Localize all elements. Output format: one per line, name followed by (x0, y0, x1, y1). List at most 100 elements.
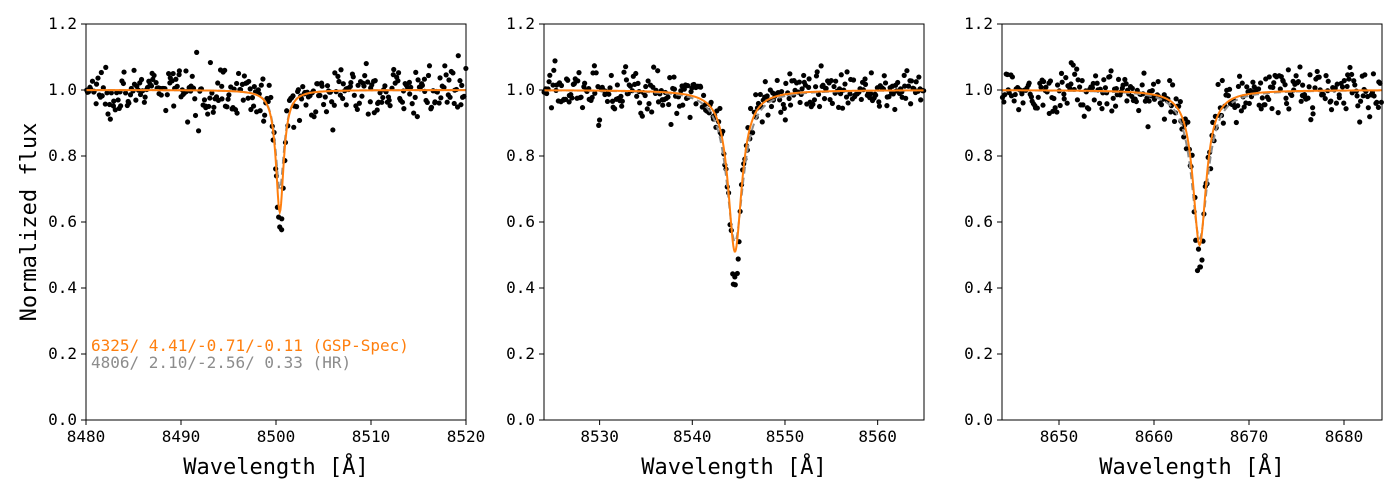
data-point (1094, 80, 1100, 86)
data-point (1195, 246, 1202, 252)
model-curve-gsp-spec (86, 89, 466, 216)
data-point (1052, 105, 1058, 111)
data-point (1072, 71, 1078, 77)
data-point (122, 90, 129, 96)
data-point (224, 104, 230, 110)
data-point (1040, 102, 1046, 108)
data-point (451, 100, 457, 107)
data-point (1061, 91, 1067, 97)
data-point (642, 92, 648, 99)
data-point (382, 83, 388, 89)
data-point (816, 103, 823, 110)
data-point (753, 92, 759, 98)
data-point (359, 93, 365, 99)
data-point (192, 112, 199, 119)
data-point (623, 64, 629, 70)
data-point (379, 99, 385, 105)
data-point (444, 99, 450, 105)
data-point (1035, 94, 1041, 100)
data-point (1081, 113, 1087, 119)
data-point (335, 73, 341, 79)
data-point (643, 83, 649, 90)
data-point (415, 77, 421, 83)
data-point (565, 77, 571, 83)
data-point (778, 109, 784, 115)
data-point (1325, 78, 1331, 84)
data-point (1343, 106, 1349, 112)
x-tick-label: 8670 (1230, 427, 1269, 446)
data-point (608, 72, 614, 79)
y-tick-label: 0.4 (506, 278, 535, 297)
data-point (634, 93, 640, 99)
data-point (1070, 62, 1076, 68)
data-point (386, 97, 392, 103)
data-point (1136, 107, 1142, 114)
data-point (649, 109, 655, 115)
data-point (838, 72, 844, 78)
data-point (131, 67, 137, 73)
data-point (892, 106, 898, 113)
data-point (1336, 95, 1343, 101)
data-point (1328, 98, 1334, 104)
data-point (424, 99, 430, 106)
data-point (105, 111, 111, 117)
data-point (365, 111, 371, 117)
data-point (367, 99, 373, 105)
data-point (827, 96, 833, 103)
data-point (356, 100, 362, 106)
data-point (1349, 71, 1355, 78)
data-point (158, 92, 164, 98)
data-point (234, 110, 240, 116)
data-point (1109, 108, 1115, 114)
data-point (355, 82, 361, 88)
data-point (1220, 120, 1226, 126)
data-point (698, 84, 704, 90)
data-point (768, 103, 775, 110)
data-point (225, 96, 231, 102)
data-point (1020, 100, 1026, 106)
data-point (1344, 83, 1350, 90)
data-point (291, 124, 297, 130)
data-point (262, 112, 268, 118)
panel-8500: 8480 8490 8500 8510 8520 0.0 0.2 0.4 0.6 0.8 1.0 1.… (48, 14, 485, 480)
data-point (115, 97, 121, 103)
data-point (1351, 78, 1357, 84)
y-tick-label: 0.2 (964, 344, 993, 363)
data-point (1266, 74, 1272, 80)
data-point (321, 101, 327, 108)
data-point (1001, 99, 1007, 105)
data-point (749, 130, 756, 136)
data-point (89, 78, 96, 84)
data-point (257, 108, 263, 114)
data-point (332, 70, 338, 76)
data-point (614, 82, 620, 88)
data-point (419, 82, 426, 88)
data-point (1339, 84, 1346, 90)
data-point (797, 99, 803, 106)
data-point (619, 98, 625, 104)
data-point (1305, 95, 1311, 101)
data-point (1101, 77, 1107, 83)
data-point (612, 106, 618, 112)
data-point (108, 90, 114, 96)
data-point (1322, 95, 1328, 102)
data-point (868, 91, 874, 97)
data-point (1355, 103, 1361, 109)
data-point (1041, 78, 1047, 85)
x-tick-label: 8650 (1040, 427, 1079, 446)
data-point (1250, 79, 1256, 85)
data-point (295, 87, 301, 93)
data-point (801, 72, 807, 79)
data-point (757, 91, 763, 98)
data-point (1113, 85, 1119, 92)
y-tick-label: 0.6 (506, 212, 535, 231)
x-tick-label: 8500 (257, 427, 296, 446)
data-point (806, 76, 812, 82)
data-point (1255, 86, 1262, 92)
data-point (1112, 103, 1119, 109)
data-point (99, 93, 105, 99)
data-point (1239, 80, 1245, 86)
data-point (717, 105, 723, 112)
data-point (700, 92, 707, 99)
data-point (1323, 73, 1329, 79)
